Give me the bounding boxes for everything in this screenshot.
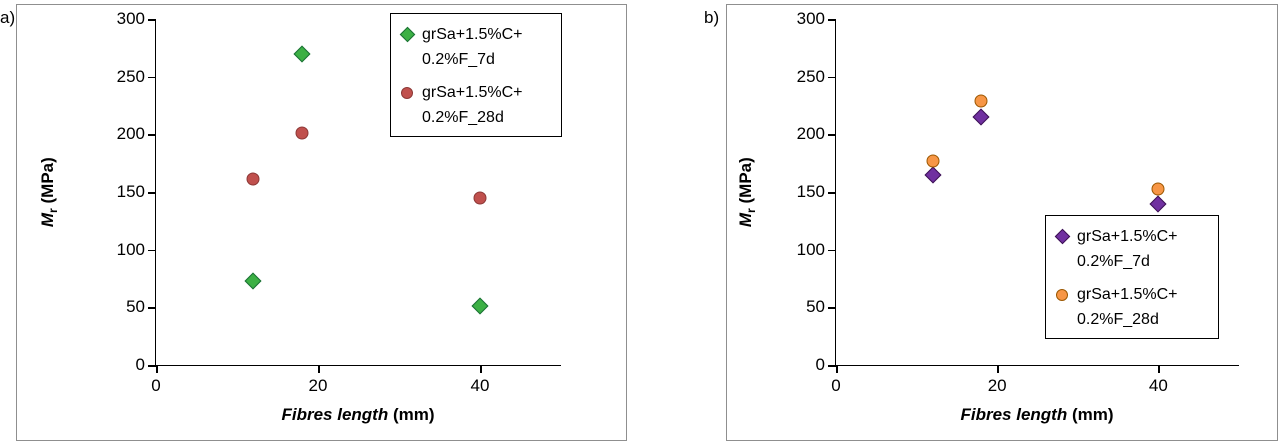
y-axis-subscript: r: [46, 208, 61, 214]
legend-marker-circle-icon: [1056, 289, 1068, 301]
x-tick-mark: [1158, 365, 1160, 373]
x-tick-label: 20: [308, 376, 328, 395]
x-tick-label: 40: [1148, 376, 1168, 395]
data-point-circle: [473, 191, 487, 205]
data-point-diamond: [471, 297, 489, 315]
y-tick-label: 50: [806, 297, 825, 317]
x-tick-mark: [997, 365, 999, 373]
legend-entry: grSa+1.5%C+ 0.2%F_7d: [1054, 224, 1210, 274]
y-tick-mark: [148, 249, 156, 252]
x-tick-mark: [836, 365, 838, 373]
chart-panel-a: Mr (MPa) 0 50 100 150 200 250 300 0 20 40 Fibres …: [16, 4, 627, 441]
data-point-diamond: [924, 166, 942, 184]
y-tick-mark: [828, 307, 836, 309]
y-axis-title: Mr (MPa): [31, 19, 67, 366]
data-point-circle: [926, 154, 940, 168]
panel-label-a: a): [0, 8, 16, 27]
legend-label: grSa+1.5%C+ 0.2%F_28d: [422, 84, 523, 126]
data-point-circle: [974, 94, 988, 108]
y-tick-label: 0: [135, 355, 145, 374]
y-tick-label: 250: [796, 66, 825, 86]
y-tick-label: 50: [126, 297, 145, 317]
y-axis-variable: M: [37, 213, 57, 228]
panel-label-b: b): [704, 8, 720, 27]
data-point-diamond: [293, 45, 311, 63]
y-axis-title: Mr (MPa): [729, 19, 765, 366]
y-tick-label: 150: [116, 182, 145, 201]
legend-b: grSa+1.5%C+ 0.2%F_7d grSa+1.5%C+ 0.2%F_2…: [1045, 215, 1219, 339]
legend-entry: grSa+1.5%C+ 0.2%F_28d: [401, 80, 553, 130]
y-tick-mark: [148, 134, 156, 136]
y-tick-mark: [828, 19, 836, 21]
y-tick-label: 100: [796, 239, 825, 259]
data-point-circle: [1151, 182, 1165, 196]
y-tick-label: 300: [116, 9, 145, 28]
y-tick-mark: [828, 249, 836, 252]
y-axis-subscript: r: [744, 208, 759, 214]
y-tick-label: 0: [815, 355, 825, 374]
y-tick-mark: [148, 365, 156, 367]
x-axis-title: Fibres length (mm): [155, 405, 561, 425]
data-point-diamond: [244, 272, 262, 290]
legend-label: grSa+1.5%C+ 0.2%F_7d: [422, 26, 523, 68]
y-tick-mark: [148, 76, 156, 79]
x-axis-variable: Fibres length: [281, 405, 389, 424]
y-tick-label: 200: [796, 124, 825, 144]
legend-entry: grSa+1.5%C+ 0.2%F_7d: [399, 22, 553, 72]
x-axis-unit: (mm): [388, 405, 435, 424]
plot-area-a: 0 50 100 150 200 250 300 0 20 40: [117, 9, 561, 395]
x-axis-variable: Fibres length: [960, 405, 1068, 424]
y-tick-label: 200: [116, 124, 145, 144]
y-axis-unit: (MPa): [37, 157, 57, 209]
y-tick-mark: [148, 192, 156, 194]
x-axis-unit: (mm): [1067, 405, 1114, 424]
data-point-circle: [246, 172, 260, 186]
legend-marker-circle-icon: [401, 87, 413, 99]
chart-panel-b: Mr (MPa) 0 50 100 150 200 250 300 0 20 40 Fibres …: [726, 4, 1278, 441]
x-tick-mark: [318, 365, 320, 373]
y-tick-label: 100: [116, 239, 145, 259]
legend-entry: grSa+1.5%C+ 0.2%F_28d: [1056, 282, 1210, 332]
x-tick-label: 20: [987, 376, 1007, 395]
y-tick-label: 250: [116, 66, 145, 86]
x-tick-mark: [156, 365, 158, 373]
x-tick-label: 0: [831, 376, 841, 395]
data-point-diamond: [972, 108, 990, 126]
y-tick-mark: [828, 76, 836, 79]
plot-area-b: 0 50 100 150 200 250 300 0 20 40: [797, 9, 1239, 395]
legend-marker-diamond-icon: [1054, 228, 1071, 245]
y-tick-label: 300: [796, 9, 825, 28]
legend-marker-diamond-icon: [399, 26, 416, 43]
x-tick-mark: [480, 365, 482, 373]
x-tick-label: 40: [470, 376, 490, 395]
legend-label: grSa+1.5%C+ 0.2%F_7d: [1077, 228, 1178, 270]
legend-a: grSa+1.5%C+ 0.2%F_7d grSa+1.5%C+ 0.2%F_2…: [390, 13, 562, 137]
x-axis-title: Fibres length (mm): [835, 405, 1239, 425]
data-point-circle: [295, 126, 309, 140]
data-point-diamond: [1149, 195, 1167, 213]
y-tick-mark: [828, 134, 836, 136]
legend-label: grSa+1.5%C+ 0.2%F_28d: [1077, 286, 1178, 328]
y-tick-mark: [828, 192, 836, 194]
y-tick-mark: [828, 365, 836, 367]
y-tick-mark: [148, 19, 156, 21]
y-axis-variable: M: [735, 213, 755, 228]
y-tick-mark: [148, 307, 156, 309]
x-tick-label: 0: [151, 376, 161, 395]
y-tick-label: 150: [796, 182, 825, 201]
y-axis-unit: (MPa): [735, 157, 755, 209]
